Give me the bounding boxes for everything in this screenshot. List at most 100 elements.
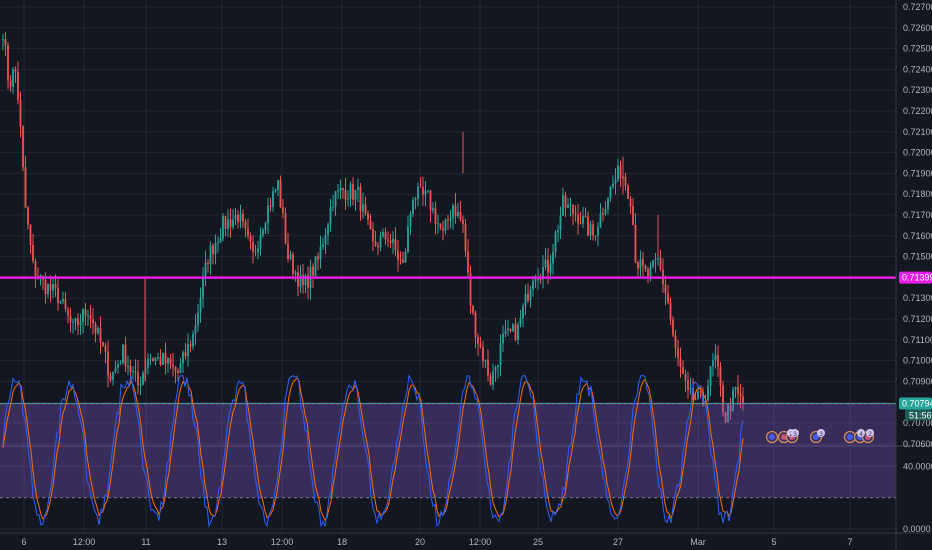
candle-body xyxy=(194,325,197,335)
candle-body xyxy=(202,277,204,299)
candle-body xyxy=(564,195,567,208)
event-flag-icon xyxy=(847,434,853,440)
candle-body xyxy=(334,191,337,207)
candle-body xyxy=(147,358,149,368)
candle-body xyxy=(67,309,69,316)
time-axis[interactable]: 6 12:00 11 13 12:00 18 20 12:00 25 27 Mar 5 7 xyxy=(21,537,852,547)
candle-body xyxy=(457,211,459,217)
candle-body xyxy=(347,198,349,200)
candle-body xyxy=(567,204,569,208)
candle-body xyxy=(399,259,402,261)
candle-body xyxy=(477,337,479,344)
stochastic-tick-label: 40.0000 xyxy=(903,461,932,471)
candle-body xyxy=(262,229,264,236)
horizontal-line-tag-bg xyxy=(899,271,932,284)
horizontal-line-price-tag: 0.71399 xyxy=(899,271,932,284)
candle-body xyxy=(472,305,474,313)
candle-body xyxy=(297,272,299,287)
candle-body xyxy=(552,251,554,264)
candle-body xyxy=(404,251,407,263)
countdown-tag-bg xyxy=(905,409,932,421)
candle-body xyxy=(734,386,737,390)
candle-body xyxy=(617,165,619,181)
candle-body xyxy=(492,371,494,385)
candle-body xyxy=(282,206,284,214)
candle-body xyxy=(162,352,164,365)
candle-body xyxy=(124,344,127,367)
candle-body xyxy=(362,204,364,212)
candle-body xyxy=(627,185,629,199)
candle-body xyxy=(639,259,642,269)
candle-body xyxy=(357,186,359,190)
candle-body xyxy=(497,365,499,368)
candle-body xyxy=(644,265,647,269)
candle-body xyxy=(522,306,524,319)
candle-body xyxy=(7,45,9,81)
candle-body xyxy=(409,213,412,227)
candle-body xyxy=(142,372,144,385)
candle-body xyxy=(672,319,674,336)
candle-body xyxy=(539,278,542,280)
candle-body xyxy=(359,186,362,212)
candle-body xyxy=(439,223,442,229)
candle-body xyxy=(187,344,189,357)
candle-body xyxy=(62,299,64,302)
candle-body xyxy=(412,199,414,214)
stochastic-tick-label: 0.0000 xyxy=(903,524,931,534)
svg-text:2: 2 xyxy=(789,431,793,438)
candle-body xyxy=(339,188,342,191)
event-count-badge: 3 xyxy=(791,429,799,438)
candle-body xyxy=(54,284,57,289)
candle-body xyxy=(559,215,562,231)
candle-body xyxy=(434,208,437,224)
candle-body xyxy=(592,224,594,236)
candle-body xyxy=(342,188,344,191)
candle-body xyxy=(192,334,194,347)
candle-body xyxy=(257,248,259,253)
candle-body xyxy=(232,219,234,227)
svg-text:3: 3 xyxy=(793,431,797,438)
candle-body xyxy=(612,183,614,187)
candle-body xyxy=(122,344,124,364)
candle-body xyxy=(274,189,277,192)
candle-body xyxy=(4,39,7,46)
candle-body xyxy=(727,405,729,423)
candle-body xyxy=(79,322,82,325)
time-tick-label: 7 xyxy=(847,537,852,547)
candle-body xyxy=(174,366,177,371)
price-tick-label: 0.71100 xyxy=(903,335,932,345)
candle-body xyxy=(52,284,54,291)
candle-body xyxy=(572,204,574,214)
candle-body xyxy=(69,315,72,323)
current-price-tag-label: 0.70794 xyxy=(902,398,932,408)
time-tick-label: 25 xyxy=(533,537,543,547)
candle-body xyxy=(169,357,172,365)
candle-body xyxy=(292,254,294,275)
candle-body xyxy=(604,209,607,215)
candle-body xyxy=(574,213,577,215)
candle-body xyxy=(294,272,297,275)
candle-body xyxy=(332,206,334,208)
candle-body xyxy=(674,335,677,348)
candle-body xyxy=(99,328,102,343)
candle-body xyxy=(514,324,517,341)
stochastic-pane[interactable] xyxy=(0,373,896,528)
candle-body xyxy=(719,366,722,386)
candle-body xyxy=(127,365,129,367)
candle-body xyxy=(244,221,247,229)
candle-body xyxy=(199,298,202,313)
svg-text:4: 4 xyxy=(859,431,863,438)
candle-body xyxy=(302,274,304,286)
candle-body xyxy=(689,387,692,390)
price-tick-label: 0.70600 xyxy=(903,439,932,449)
candle-body xyxy=(364,204,367,214)
candle-body xyxy=(279,180,282,207)
candle-body xyxy=(272,191,274,207)
